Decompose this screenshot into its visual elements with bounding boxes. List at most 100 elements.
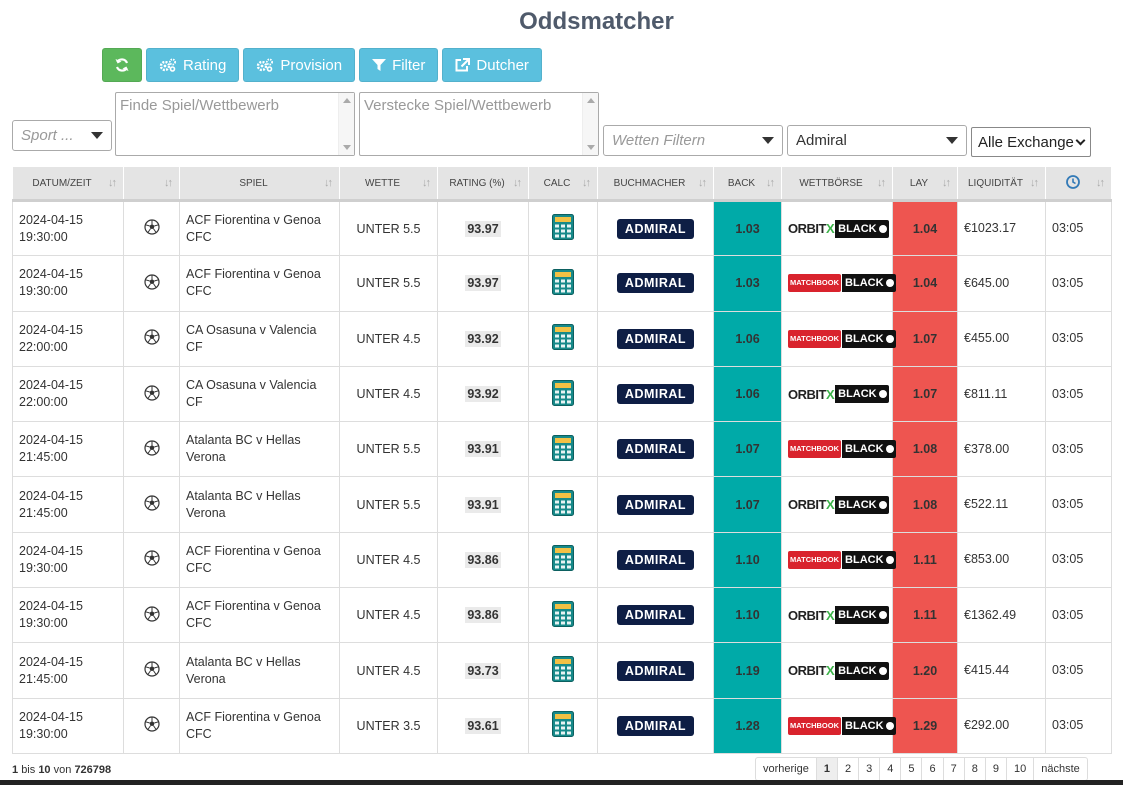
cell-calc[interactable]: [528, 697, 598, 754]
column-header-calc[interactable]: CALC ↓↑: [528, 166, 598, 202]
sort-icon: ↓↑: [164, 177, 173, 189]
table-row[interactable]: 2024-04-15 19:30:00 ACF Fiorentina v Genoa…: [12, 255, 1112, 312]
column-header-label: BUCHMACHER: [613, 177, 686, 189]
provision-button[interactable]: Provision: [243, 48, 356, 82]
column-header-label: LIQUIDITÄT: [967, 177, 1023, 189]
cell-bookmaker: ADMIRAL: [597, 587, 714, 644]
pagination-page-7[interactable]: 7: [942, 758, 964, 780]
column-header-label: WETTBÖRSE: [799, 177, 863, 189]
column-header-age[interactable]: ↓↑: [1045, 166, 1112, 202]
cell-back-odds[interactable]: 1.10: [713, 587, 782, 644]
cell-lay-odds[interactable]: 1.07: [892, 365, 958, 423]
table-row[interactable]: 2024-04-15 21:45:00 Atalanta BC v Hellas V…: [12, 642, 1112, 699]
info-to: 10: [38, 764, 51, 776]
cell-rating: 93.97: [437, 199, 529, 257]
pagination-page-1[interactable]: 1: [815, 758, 837, 780]
table-row[interactable]: 2024-04-15 19:30:00 ACF Fiorentina v Genoa…: [12, 587, 1112, 644]
cell-bet: UNTER 4.5: [339, 531, 438, 589]
column-header-rating[interactable]: RATING (%) ↓↑: [437, 166, 529, 202]
cell-back-odds[interactable]: 1.03: [713, 199, 782, 257]
table-row[interactable]: 2024-04-15 19:30:00 ACF Fiorentina v Genoa…: [12, 199, 1112, 257]
table-row[interactable]: 2024-04-15 19:30:00 ACF Fiorentina v Genoa…: [12, 697, 1112, 754]
bookmaker-select[interactable]: Admiral: [787, 125, 967, 156]
cell-lay-odds[interactable]: 1.07: [892, 310, 958, 367]
column-header-exchange[interactable]: WETTBÖRSE ↓↑: [781, 166, 893, 202]
rating-button[interactable]: Rating: [146, 48, 240, 82]
cell-lay-odds[interactable]: 1.08: [892, 476, 958, 533]
table-row[interactable]: 2024-04-15 19:30:00 ACF Fiorentina v Genoa…: [12, 531, 1112, 589]
cell-lay-odds[interactable]: 1.04: [892, 255, 958, 312]
cell-back-odds[interactable]: 1.28: [713, 697, 782, 754]
column-header-liquidity[interactable]: LIQUIDITÄT ↓↑: [957, 166, 1046, 202]
cell-exchange: MATCHBOOK BLACK: [781, 310, 896, 367]
refresh-button[interactable]: [102, 48, 142, 82]
sport-select[interactable]: Sport ...: [12, 120, 112, 151]
pagination-page-6[interactable]: 6: [921, 758, 942, 780]
dutcher-button[interactable]: Dutcher: [442, 48, 542, 82]
table-row[interactable]: 2024-04-15 22:00:00 CA Osasuna v Valencia …: [12, 365, 1112, 423]
column-header-bookmaker[interactable]: BUCHMACHER ↓↑: [597, 166, 714, 202]
textarea-scrollbar[interactable]: [582, 93, 598, 155]
cell-lay-odds[interactable]: 1.11: [892, 587, 958, 644]
cell-calc[interactable]: [528, 255, 598, 312]
table-row[interactable]: 2024-04-15 21:45:00 Atalanta BC v Hellas V…: [12, 476, 1112, 533]
orbitx-black-logo: ORBITX BLACK: [788, 219, 889, 239]
pagination-page-4[interactable]: 4: [879, 758, 900, 780]
pagination-page-9[interactable]: 9: [984, 758, 1006, 780]
column-header-date-time[interactable]: DATUM/ZEIT ↓↑: [12, 166, 124, 202]
cell-calc[interactable]: [528, 531, 598, 589]
column-header-lay[interactable]: LAY ↓↑: [892, 166, 958, 202]
column-header-game[interactable]: SPIEL ↓↑: [179, 166, 340, 202]
table-row[interactable]: 2024-04-15 22:00:00 CA Osasuna v Valencia …: [12, 310, 1112, 367]
pagination-page-5[interactable]: 5: [900, 758, 921, 780]
cell-calc[interactable]: [528, 476, 598, 533]
filter-button[interactable]: Filter: [359, 48, 439, 82]
pagination-page-3[interactable]: 3: [858, 758, 879, 780]
cell-lay-odds[interactable]: 1.08: [892, 421, 958, 478]
pagination-page-10[interactable]: 10: [1005, 758, 1033, 780]
page-title: Oddsmatcher: [519, 8, 674, 35]
external-link-icon: [455, 58, 471, 72]
dutcher-button-label: Dutcher: [476, 56, 529, 74]
cell-date-time: 2024-04-15 21:45:00: [12, 421, 124, 478]
table-info: 1 bis 10 von 726798: [12, 764, 111, 776]
cell-back-odds[interactable]: 1.10: [713, 531, 782, 589]
column-header-bet[interactable]: WETTE ↓↑: [339, 166, 438, 202]
cell-back-odds[interactable]: 1.03: [713, 255, 782, 312]
pagination-next-button[interactable]: nächste: [1033, 758, 1087, 780]
cell-calc[interactable]: [528, 642, 598, 699]
cell-calc[interactable]: [528, 587, 598, 644]
cell-lay-odds[interactable]: 1.11: [892, 531, 958, 589]
cell-back-odds[interactable]: 1.06: [713, 310, 782, 367]
cell-rating: 93.86: [437, 587, 529, 644]
cell-lay-odds[interactable]: 1.20: [892, 642, 958, 699]
column-header-label: LAY: [909, 177, 929, 189]
column-header-sport[interactable]: ↓↑: [123, 166, 180, 202]
cell-back-odds[interactable]: 1.07: [713, 421, 782, 478]
cell-lay-odds[interactable]: 1.29: [892, 697, 958, 754]
column-header-label: DATUM/ZEIT: [32, 177, 92, 189]
cell-calc[interactable]: [528, 365, 598, 423]
textarea-scrollbar[interactable]: [338, 93, 354, 155]
hide-game-input[interactable]: Verstecke Spiel/Wettbewerb: [359, 92, 599, 156]
pagination-page-2[interactable]: 2: [836, 758, 858, 780]
calculator-icon: [552, 600, 574, 627]
cell-calc[interactable]: [528, 421, 598, 478]
cell-calc[interactable]: [528, 310, 598, 367]
admiral-logo: ADMIRAL: [617, 494, 694, 515]
cell-sport: [123, 531, 180, 589]
pagination-page-8[interactable]: 8: [963, 758, 985, 780]
column-header-back[interactable]: BACK ↓↑: [713, 166, 782, 202]
cell-back-odds[interactable]: 1.07: [713, 476, 782, 533]
cell-lay-odds[interactable]: 1.04: [892, 199, 958, 257]
bet-filter-select[interactable]: Wetten Filtern: [603, 125, 783, 156]
exchange-select[interactable]: Alle Exchange: [971, 127, 1091, 157]
find-game-input[interactable]: Finde Spiel/Wettbewerb: [115, 92, 355, 156]
cell-back-odds[interactable]: 1.06: [713, 365, 782, 423]
pagination-prev-button[interactable]: vorherige: [763, 763, 809, 775]
cell-calc[interactable]: [528, 199, 598, 257]
cell-game: Atalanta BC v Hellas Verona: [179, 421, 340, 478]
find-game-placeholder: Finde Spiel/Wettbewerb: [120, 97, 279, 114]
cell-back-odds[interactable]: 1.19: [713, 642, 782, 699]
table-row[interactable]: 2024-04-15 21:45:00 Atalanta BC v Hellas V…: [12, 421, 1112, 478]
